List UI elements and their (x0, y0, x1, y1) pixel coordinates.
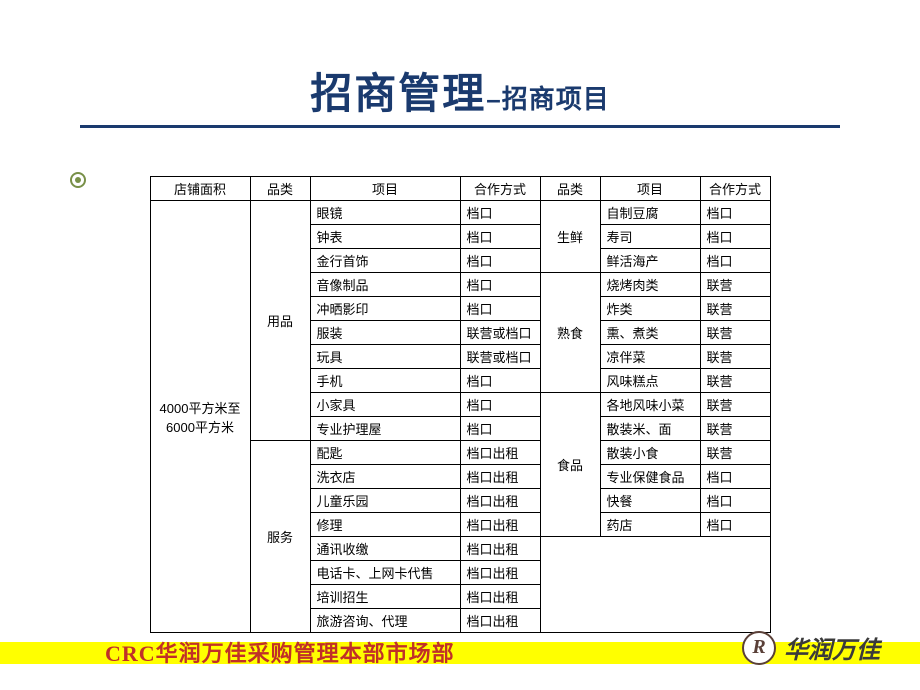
cell-coop: 档口 (460, 201, 540, 225)
cell-item: 散装米、面 (600, 417, 700, 441)
cell-coop: 联营或档口 (460, 345, 540, 369)
cell-area: 4000平方米至6000平方米 (150, 201, 250, 633)
cell-item: 自制豆腐 (600, 201, 700, 225)
cell-item: 寿司 (600, 225, 700, 249)
cell-cat-right: 熟食 (540, 273, 600, 393)
cell-item: 烧烤肉类 (600, 273, 700, 297)
cell-cat-left: 用品 (250, 201, 310, 441)
cell-item: 修理 (310, 513, 460, 537)
cell-coop: 档口 (460, 393, 540, 417)
cell-coop: 档口 (460, 249, 540, 273)
cell-coop: 档口出租 (460, 537, 540, 561)
cell-item: 专业护理屋 (310, 417, 460, 441)
cell-cat-right: 生鲜 (540, 201, 600, 273)
cell-coop: 档口 (460, 273, 540, 297)
th-cat1: 品类 (250, 177, 310, 201)
title-sub: 招商项目 (502, 84, 610, 114)
cell-empty (540, 537, 770, 633)
cell-item: 旅游咨询、代理 (310, 609, 460, 633)
projects-table: 店铺面积 品类 项目 合作方式 品类 项目 合作方式 4000平方米至6000平… (150, 176, 771, 633)
cell-item: 配匙 (310, 441, 460, 465)
cell-item: 快餐 (600, 489, 700, 513)
cell-coop: 联营或档口 (460, 321, 540, 345)
cell-item: 药店 (600, 513, 700, 537)
th-coop1: 合作方式 (460, 177, 540, 201)
cell-item: 儿童乐园 (310, 489, 460, 513)
footer-text: CRC华润万佳采购管理本部市场部 (105, 636, 455, 668)
bullet-icon (70, 172, 86, 188)
cell-item: 熏、煮类 (600, 321, 700, 345)
cell-coop: 档口 (700, 465, 770, 489)
slide-title: 招商管理–招商项目 (0, 0, 920, 146)
cell-coop: 联营 (700, 393, 770, 417)
cell-coop: 联营 (700, 297, 770, 321)
cell-coop: 档口 (700, 489, 770, 513)
th-area: 店铺面积 (150, 177, 250, 201)
footer: CRC华润万佳采购管理本部市场部 R 华润万佳 (0, 636, 920, 668)
cell-coop: 档口出租 (460, 513, 540, 537)
cell-coop: 联营 (700, 273, 770, 297)
table-row: 4000平方米至6000平方米用品眼镜档口生鲜自制豆腐档口 (150, 201, 770, 225)
cell-item: 通讯收缴 (310, 537, 460, 561)
cell-item: 专业保健食品 (600, 465, 700, 489)
cell-item: 服装 (310, 321, 460, 345)
title-main: 招商管理 (310, 70, 486, 117)
logo-text: 华润万佳 (784, 630, 880, 665)
cell-coop: 档口出租 (460, 561, 540, 585)
cell-coop: 档口 (700, 201, 770, 225)
cell-item: 培训招生 (310, 585, 460, 609)
cell-item: 鲜活海产 (600, 249, 700, 273)
cell-coop: 档口出租 (460, 585, 540, 609)
cell-coop: 联营 (700, 369, 770, 393)
cell-coop: 档口 (460, 369, 540, 393)
cell-item: 金行首饰 (310, 249, 460, 273)
cell-item: 电话卡、上网卡代售 (310, 561, 460, 585)
cell-coop: 档口 (460, 225, 540, 249)
cell-coop: 联营 (700, 441, 770, 465)
th-coop2: 合作方式 (700, 177, 770, 201)
logo-r-icon: R (742, 631, 776, 665)
cell-item: 钟表 (310, 225, 460, 249)
cell-coop: 档口 (700, 249, 770, 273)
cell-item: 玩具 (310, 345, 460, 369)
cell-coop: 档口出租 (460, 441, 540, 465)
cell-item: 洗衣店 (310, 465, 460, 489)
cell-item: 音像制品 (310, 273, 460, 297)
cell-item: 眼镜 (310, 201, 460, 225)
cell-item: 炸类 (600, 297, 700, 321)
cell-item: 风味糕点 (600, 369, 700, 393)
cell-cat-right: 食品 (540, 393, 600, 537)
cell-coop: 联营 (700, 417, 770, 441)
cell-coop: 联营 (700, 321, 770, 345)
cell-coop: 档口出租 (460, 489, 540, 513)
cell-coop: 档口出租 (460, 609, 540, 633)
th-item1: 项目 (310, 177, 460, 201)
cell-item: 凉伴菜 (600, 345, 700, 369)
cell-item: 手机 (310, 369, 460, 393)
table-header-row: 店铺面积 品类 项目 合作方式 品类 项目 合作方式 (150, 177, 770, 201)
cell-coop: 档口 (460, 297, 540, 321)
th-item2: 项目 (600, 177, 700, 201)
title-underline (80, 125, 840, 128)
cell-item: 各地风味小菜 (600, 393, 700, 417)
cell-coop: 档口出租 (460, 465, 540, 489)
cell-item: 小家具 (310, 393, 460, 417)
footer-logo: R 华润万佳 (742, 630, 880, 665)
title-dash: – (486, 84, 501, 114)
cell-item: 散装小食 (600, 441, 700, 465)
cell-cat-left: 服务 (250, 441, 310, 633)
cell-coop: 联营 (700, 345, 770, 369)
cell-coop: 档口 (700, 513, 770, 537)
cell-item: 冲晒影印 (310, 297, 460, 321)
th-cat2: 品类 (540, 177, 600, 201)
cell-coop: 档口 (700, 225, 770, 249)
cell-coop: 档口 (460, 417, 540, 441)
